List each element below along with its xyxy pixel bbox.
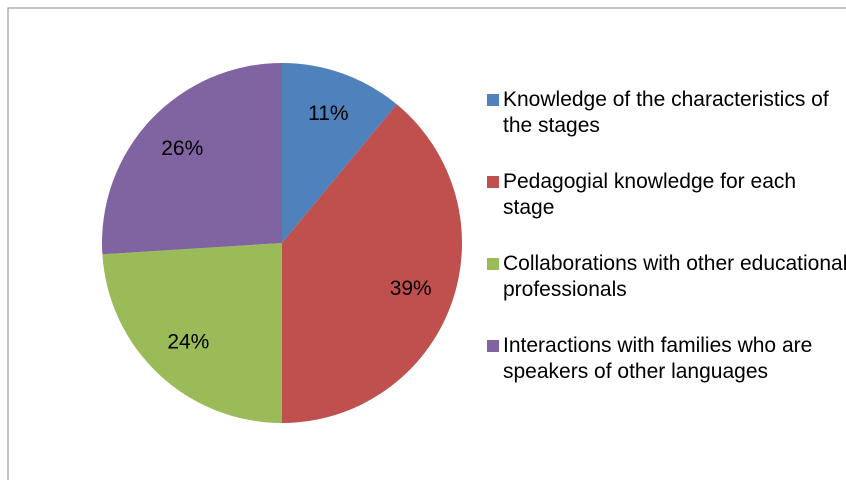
data-label: 39%	[390, 277, 432, 300]
pie-slice	[282, 63, 397, 243]
data-label: 11%	[308, 102, 348, 125]
legend-label: Collaborations with other educational pro…	[503, 252, 846, 301]
legend-line: speakers of other languages	[503, 360, 768, 383]
legend-line: professionals	[503, 278, 627, 301]
legend-line: stage	[503, 196, 554, 219]
legend-swatch	[487, 94, 499, 106]
legend-label: Knowledge of the characteristics of the s…	[503, 88, 829, 137]
legend-line: Knowledge of the characteristics of	[503, 88, 829, 111]
legend-line: Pedagogial knowledge for each	[503, 170, 796, 193]
legend-line: Interactions with families who are	[503, 334, 812, 357]
legend-swatch	[487, 258, 499, 270]
legend-label: Pedagogial knowledge for each stage	[503, 170, 796, 219]
legend-line: Collaborations with other educational	[503, 252, 846, 275]
pie-slice	[282, 104, 463, 423]
legend-swatch	[487, 176, 499, 188]
data-label: 24%	[167, 330, 209, 353]
chart-frame	[7, 7, 846, 480]
legend-label: Interactions with families who are speake…	[503, 334, 812, 383]
data-label: 26%	[161, 137, 203, 160]
pie-slice	[102, 243, 282, 423]
pie-slice	[101, 63, 282, 255]
legend-swatch	[487, 340, 499, 352]
legend-line: the stages	[503, 114, 600, 137]
